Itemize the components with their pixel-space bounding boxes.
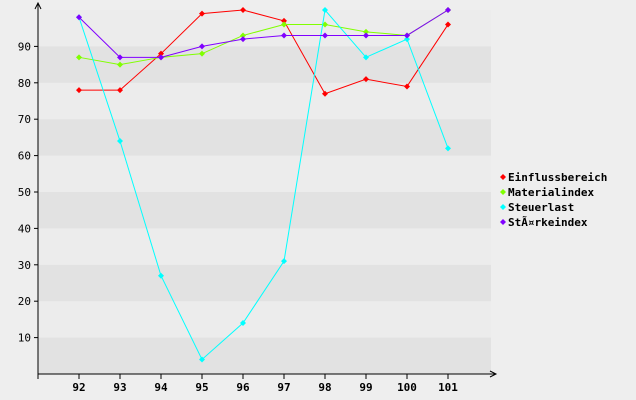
data-point xyxy=(240,36,246,43)
grid-band xyxy=(38,264,491,302)
y-tick-label: 90 xyxy=(18,40,31,53)
legend-label: Materialindex xyxy=(508,186,594,199)
series-layer xyxy=(76,7,451,363)
data-point xyxy=(240,32,246,39)
legend-label: Steuerlast xyxy=(508,201,574,214)
x-tick-label: 94 xyxy=(154,381,168,394)
legend-marker xyxy=(500,174,506,180)
data-point xyxy=(117,54,123,61)
data-point xyxy=(117,87,123,94)
data-point xyxy=(445,7,451,13)
grid-band xyxy=(38,155,491,192)
y-axis-ticks: 10 20 30 40 50 60 70 80 90 xyxy=(18,40,38,345)
x-tick-label: 95 xyxy=(195,381,208,394)
data-point xyxy=(199,43,205,50)
data-point xyxy=(404,32,410,39)
axes xyxy=(34,1,498,378)
x-axis-ticks: 92 93 94 95 96 97 98 99 100 101 xyxy=(37,374,458,394)
x-tick-label: 92 xyxy=(72,381,85,394)
y-tick-label: 80 xyxy=(18,77,31,90)
series-3 xyxy=(76,7,451,61)
x-tick-label: 97 xyxy=(277,381,290,394)
y-tick-label: 70 xyxy=(18,113,31,126)
legend-marker xyxy=(500,219,506,225)
y-tick-label: 50 xyxy=(18,186,31,199)
legend-marker xyxy=(500,204,506,210)
data-point xyxy=(76,87,82,94)
data-point xyxy=(117,138,123,145)
data-point xyxy=(281,32,287,39)
x-tick-label: 98 xyxy=(318,381,331,394)
grid-band xyxy=(38,337,491,374)
data-point xyxy=(240,320,246,327)
data-point xyxy=(199,356,205,363)
data-point xyxy=(363,76,369,83)
data-point xyxy=(322,90,328,97)
data-point xyxy=(281,258,287,265)
data-point xyxy=(404,36,410,43)
legend-label: StÃ¤rkeindex xyxy=(508,216,588,229)
y-tick-label: 40 xyxy=(18,222,31,235)
x-tick-label: 93 xyxy=(113,381,126,394)
grid-band xyxy=(38,119,491,156)
grid-band xyxy=(38,192,491,229)
data-point xyxy=(322,21,328,28)
data-point xyxy=(158,272,164,279)
series-line xyxy=(79,9,449,95)
data-point xyxy=(445,145,451,152)
grid-band xyxy=(38,82,491,120)
legend-marker xyxy=(500,189,506,195)
data-point xyxy=(322,7,328,13)
plot-background xyxy=(38,10,491,374)
y-tick-label: 60 xyxy=(18,150,31,163)
x-tick-label: 99 xyxy=(359,381,372,394)
x-tick-label: 100 xyxy=(397,381,417,394)
y-tick-label: 20 xyxy=(18,295,31,308)
series-line xyxy=(78,8,449,361)
series-line xyxy=(78,9,449,66)
data-point xyxy=(199,50,205,57)
grid-band xyxy=(38,228,491,265)
data-point xyxy=(76,14,82,21)
data-point xyxy=(240,7,246,13)
data-point xyxy=(363,32,369,39)
grid-band xyxy=(38,301,491,338)
data-point xyxy=(281,21,287,28)
data-point xyxy=(158,54,164,61)
y-tick-label: 30 xyxy=(18,259,31,272)
data-point xyxy=(117,61,123,68)
legend: Einflussbereich Materialindex Steuerlast St… xyxy=(500,171,607,229)
data-point xyxy=(199,10,205,17)
data-point xyxy=(445,21,451,28)
data-point xyxy=(322,32,328,39)
data-point xyxy=(363,28,369,35)
x-tick-label: 96 xyxy=(236,381,250,394)
data-point xyxy=(281,17,287,24)
x-tick-label: 101 xyxy=(438,381,458,394)
y-tick-label: 10 xyxy=(18,332,31,345)
data-point xyxy=(76,54,82,61)
data-point xyxy=(404,83,410,90)
legend-label: Einflussbereich xyxy=(508,171,607,184)
y-axis-arrow xyxy=(34,1,42,10)
series-line xyxy=(78,9,449,58)
series-0 xyxy=(76,7,451,97)
data-point xyxy=(158,50,164,57)
x-axis-arrow xyxy=(489,370,498,378)
data-point xyxy=(363,54,369,61)
grid-band xyxy=(38,46,491,83)
